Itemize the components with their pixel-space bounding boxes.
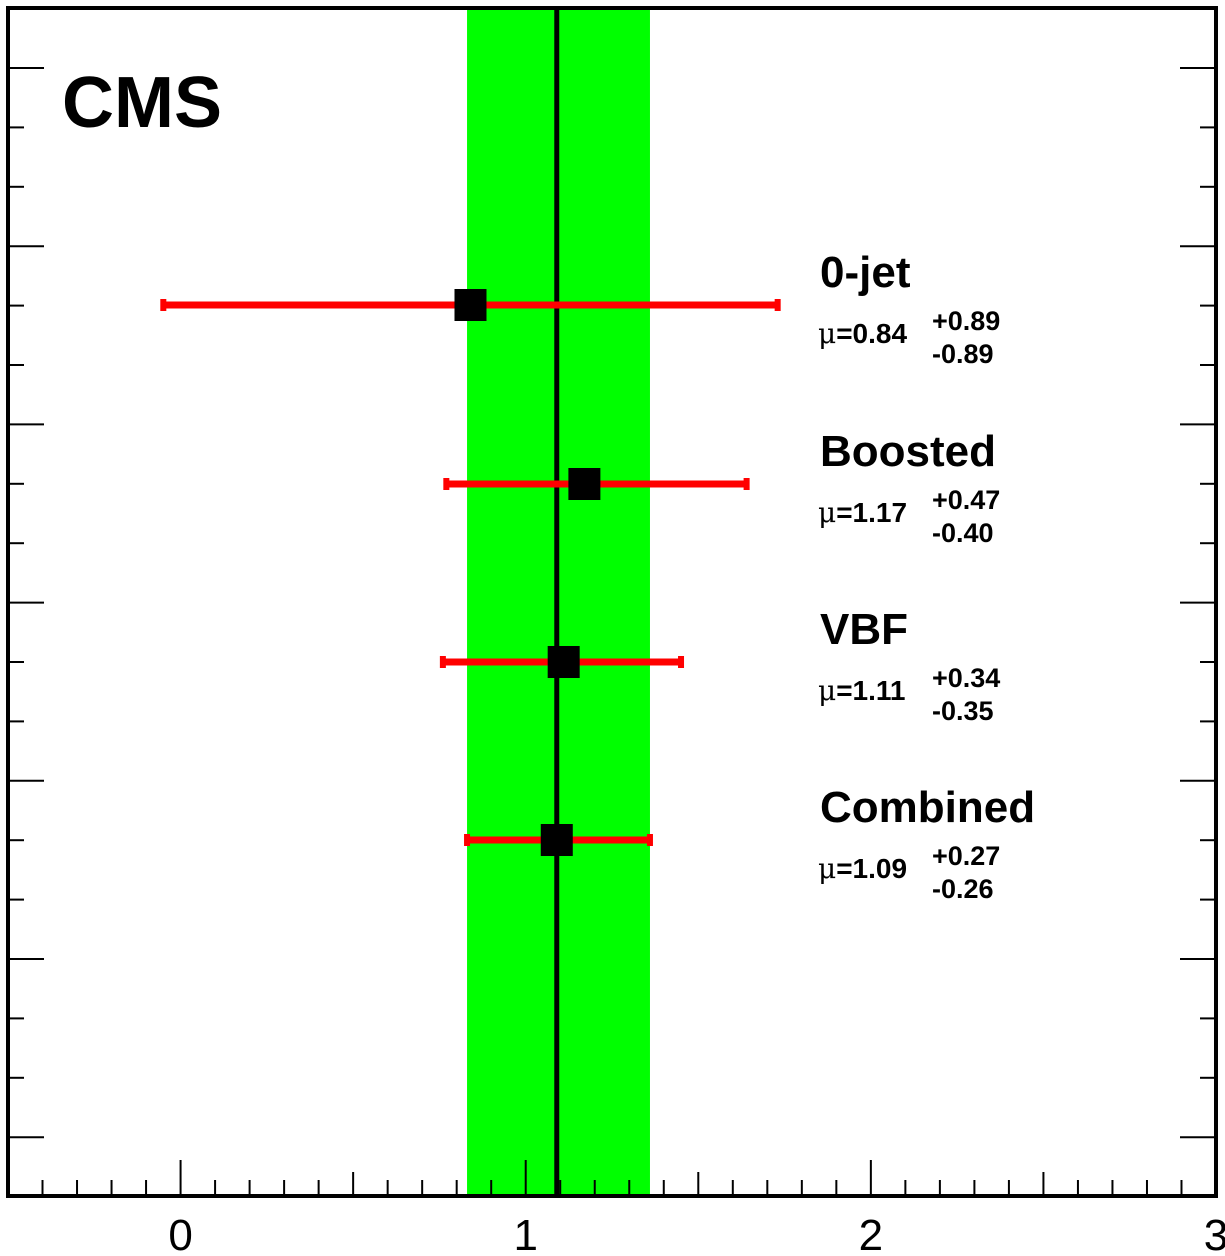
combined-mu-value: μ=1.09 xyxy=(818,852,907,885)
vbf-mu-number: =1.11 xyxy=(836,675,905,706)
combined-error-minus: -0.26 xyxy=(932,874,994,904)
x-tick-label: 3 xyxy=(1204,1211,1225,1256)
combined-marker xyxy=(540,824,573,856)
0-jet-error-minus: -0.89 xyxy=(932,339,994,369)
experiment-label: CMS xyxy=(62,63,222,143)
boosted-error-minus: -0.40 xyxy=(932,518,994,548)
0-jet-error-cap-high xyxy=(774,299,781,311)
boosted-mu-value: μ=1.17 xyxy=(818,496,907,529)
0-jet-error-cap-low xyxy=(160,299,167,311)
x-tick-label: 0 xyxy=(168,1211,192,1256)
combined-error-plus: +0.27 xyxy=(932,841,1000,871)
boosted-error-plus: +0.47 xyxy=(932,485,1000,515)
boosted-marker xyxy=(568,468,601,500)
0-jet-mu-number: =0.84 xyxy=(836,318,907,349)
combined-error-cap-low xyxy=(464,834,471,846)
0-jet-marker xyxy=(454,289,487,321)
combined-error-cap-high xyxy=(646,834,653,846)
vbf-error-cap-low xyxy=(439,656,446,668)
boosted-error-cap-low xyxy=(443,478,450,490)
0-jet-mu-value: μ=0.84 xyxy=(818,317,907,350)
0-jet-mu-symbol: μ xyxy=(818,317,836,350)
boosted-error-cap-high xyxy=(743,478,750,490)
0-jet-error-plus: +0.89 xyxy=(932,306,1000,336)
vbf-error-cap-high xyxy=(678,656,685,668)
boosted-mu-number: =1.17 xyxy=(836,497,907,528)
boosted-mu-symbol: μ xyxy=(818,496,836,529)
vbf-mu-symbol: μ xyxy=(818,674,836,707)
x-tick-label: 1 xyxy=(513,1211,537,1256)
combined-mu-symbol: μ xyxy=(818,852,836,885)
vbf-label: VBF xyxy=(820,605,908,654)
vbf-error-minus: -0.35 xyxy=(932,696,994,726)
vbf-error-plus: +0.34 xyxy=(932,663,1000,693)
x-tick-label: 2 xyxy=(859,1211,883,1256)
boosted-label: Boosted xyxy=(820,427,996,476)
combined-mu-number: =1.09 xyxy=(836,853,907,884)
0-jet-label: 0-jet xyxy=(820,248,911,297)
vbf-mu-value: μ=1.11 xyxy=(818,674,906,707)
combined-label: Combined xyxy=(820,783,1035,832)
vbf-marker xyxy=(547,646,580,678)
